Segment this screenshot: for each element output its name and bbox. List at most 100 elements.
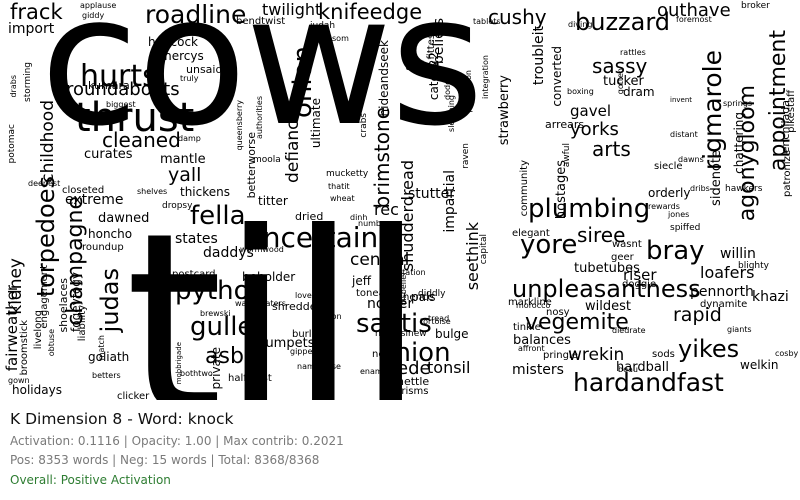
cloud-word: arts <box>592 137 631 161</box>
cloud-word: numbero <box>358 219 394 228</box>
cloud-word: bray <box>646 236 705 266</box>
cloud-word: balances <box>513 333 571 348</box>
cloud-word: broomstick <box>19 320 30 376</box>
cloud-word: shoelaces <box>57 278 70 333</box>
cloud-word: judah <box>310 21 336 31</box>
cloud-word: sleuthing <box>447 95 456 132</box>
cloud-word: awful <box>562 143 572 168</box>
cloud-word: rewards <box>648 202 680 211</box>
cloud-word: tortoise <box>420 317 451 326</box>
cloud-word: beau <box>618 365 638 374</box>
cloud-word: sidenote <box>709 150 724 206</box>
cloud-word: dawned <box>98 211 150 226</box>
cloud-word: bothtwo <box>180 369 213 378</box>
activation-stats: Activation: 0.1116 | Opacity: 1.00 | Max… <box>10 434 344 448</box>
cloud-word: cosby <box>775 349 799 358</box>
cloud-word: rattles <box>620 48 646 57</box>
cloud-word: halfmast <box>228 373 272 384</box>
cloud-word: hideandseek <box>377 40 391 117</box>
cloud-word: loafers <box>700 263 755 282</box>
cloud-word: thrust <box>75 95 195 141</box>
word-counts: Pos: 8353 words | Neg: 15 words | Total:… <box>10 453 320 467</box>
cloud-word: till <box>125 179 425 401</box>
cloud-word: tread <box>428 314 450 323</box>
cloud-word: central <box>350 250 410 270</box>
cloud-word: pennorth <box>690 284 754 300</box>
cloud-word: spiffed <box>670 223 701 233</box>
cloud-word: bendtwist <box>236 16 286 27</box>
cloud-word: dram <box>623 85 655 99</box>
word-cloud: cows till thrust hurts roadline knifeedge buzz… <box>3 0 799 401</box>
cloud-word: yore <box>520 230 578 260</box>
cloud-word: diedrate <box>612 326 646 335</box>
cloud-word: drabs <box>9 75 18 98</box>
cloud-word: savtis <box>356 309 432 339</box>
cloud-word: dropsy <box>162 201 193 211</box>
cloud-word: stutter <box>408 186 456 202</box>
cloud-word: riser <box>623 266 657 284</box>
cloud-word: sods <box>652 349 675 360</box>
cloud-word: raven <box>461 143 471 169</box>
cloud-word: states <box>175 231 218 247</box>
cloud-word: twilight <box>262 0 322 19</box>
cloud-word: wildest <box>585 299 631 314</box>
cloud-word: crabs <box>359 113 369 138</box>
cloud-word: doggie <box>622 279 657 290</box>
cloud-word: brimstone <box>370 107 394 209</box>
cloud-word: wormwood <box>240 245 284 254</box>
cloud-word: rede <box>390 358 431 379</box>
cloud-word: distant <box>670 130 698 139</box>
activation-status: Overall: Positive Activation <box>10 473 171 487</box>
cloud-word: capital <box>479 234 489 265</box>
cloud-word: springs <box>723 99 753 108</box>
cloud-word: ngo <box>372 349 391 360</box>
cloud-word: enamel <box>360 367 390 376</box>
cloud-word: strawberry <box>497 75 512 146</box>
cloud-word: tablets <box>473 17 501 26</box>
cloud-word: unsaid <box>186 63 223 76</box>
cloud-word: pikestaff <box>786 90 797 133</box>
cloud-word: nettle <box>397 375 430 388</box>
cloud-word: beholder <box>242 270 296 284</box>
cloud-word: wasnt <box>612 239 642 250</box>
cloud-word: wrekin <box>568 345 625 365</box>
cloud-word: halfcock <box>148 35 199 49</box>
info-panel: K Dimension 8 - Word: knock Activation: … <box>10 402 790 487</box>
cloud-word: clicker <box>117 391 150 401</box>
cloud-word: tonsil <box>427 358 471 377</box>
cloud-word: hence <box>403 292 434 303</box>
cloud-word: khazi <box>752 289 789 305</box>
cloud-word: elegant <box>512 228 550 239</box>
cloud-word: siree <box>577 223 626 247</box>
cloud-word: roundabouts <box>66 79 180 100</box>
panel-title: K Dimension 8 - Word: knock <box>10 410 234 428</box>
cloud-word: uncertain <box>245 221 379 254</box>
cloud-word: knifeedge <box>318 0 423 24</box>
cloud-word: plumbing <box>528 194 651 224</box>
cloud-word: willin <box>720 246 756 262</box>
cloud-word: yall <box>168 164 202 186</box>
cloud-word: defiance <box>283 110 303 183</box>
cloud-word: goliath <box>88 350 130 364</box>
cloud-word: obtuse <box>47 329 56 357</box>
cloud-word: tonear <box>356 288 389 299</box>
cloud-word: arrears <box>545 118 585 131</box>
cloud-word: orderly <box>648 186 691 200</box>
cloud-word: shudderdread <box>398 160 417 272</box>
cloud-word: sassy <box>592 54 648 78</box>
cloud-word: extreme <box>65 192 124 208</box>
cloud-word: yikes <box>678 335 740 363</box>
cloud-word: hawkers <box>725 184 763 194</box>
cloud-word: patronize <box>782 150 793 197</box>
cloud-word: gotten <box>616 68 625 95</box>
cloud-word: hurts <box>80 59 158 94</box>
cloud-word: converted <box>550 46 564 107</box>
cloud-word: tubetubes <box>574 261 640 276</box>
cloud-word: misters <box>512 362 564 378</box>
cloud-word: hardball <box>616 360 670 375</box>
cloud-word: nervesinew <box>375 329 427 339</box>
cloud-word: vegemite <box>525 310 629 335</box>
cloud-word: dawns <box>678 155 704 164</box>
cloud-word: damp <box>178 134 201 143</box>
cloud-word: mucketty <box>326 169 369 179</box>
